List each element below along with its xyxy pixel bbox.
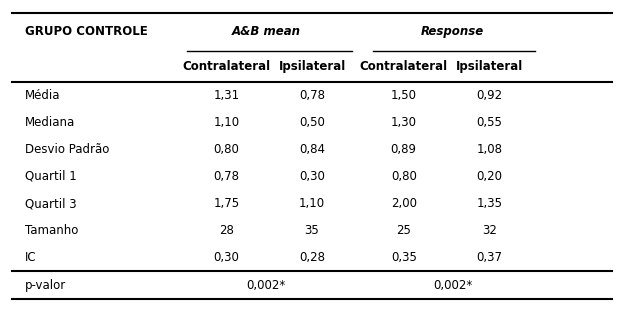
Text: Contralateral: Contralateral xyxy=(182,60,270,73)
Text: 2,00: 2,00 xyxy=(391,197,417,210)
Text: 1,35: 1,35 xyxy=(476,197,502,210)
Text: 0,002*: 0,002* xyxy=(246,279,286,292)
Text: 1,08: 1,08 xyxy=(476,143,502,156)
Text: Mediana: Mediana xyxy=(24,116,75,129)
Text: 0,30: 0,30 xyxy=(299,170,325,183)
Text: 0,84: 0,84 xyxy=(299,143,325,156)
Text: 28: 28 xyxy=(219,224,234,237)
Text: 0,89: 0,89 xyxy=(391,143,417,156)
Text: 25: 25 xyxy=(396,224,411,237)
Text: 0,35: 0,35 xyxy=(391,251,417,264)
Text: 0,78: 0,78 xyxy=(213,170,240,183)
Text: IC: IC xyxy=(24,251,36,264)
Text: Desvio Padrão: Desvio Padrão xyxy=(24,143,109,156)
Text: Quartil 3: Quartil 3 xyxy=(24,197,76,210)
Text: 0,20: 0,20 xyxy=(476,170,502,183)
Text: Contralateral: Contralateral xyxy=(359,60,448,73)
Text: 0,80: 0,80 xyxy=(391,170,417,183)
Text: 0,30: 0,30 xyxy=(213,251,240,264)
Text: 35: 35 xyxy=(305,224,319,237)
Text: 0,002*: 0,002* xyxy=(433,279,472,292)
Text: A&B mean: A&B mean xyxy=(232,25,301,38)
Text: 1,10: 1,10 xyxy=(213,116,240,129)
Text: 32: 32 xyxy=(482,224,497,237)
Text: 0,37: 0,37 xyxy=(476,251,502,264)
Text: 0,80: 0,80 xyxy=(213,143,240,156)
Text: 0,78: 0,78 xyxy=(299,89,325,102)
Text: 0,92: 0,92 xyxy=(476,89,502,102)
Text: GRUPO CONTROLE: GRUPO CONTROLE xyxy=(24,25,147,38)
Text: Quartil 1: Quartil 1 xyxy=(24,170,76,183)
Text: Response: Response xyxy=(421,25,484,38)
Text: 0,50: 0,50 xyxy=(299,116,325,129)
Text: 1,10: 1,10 xyxy=(299,197,325,210)
Text: Ipsilateral: Ipsilateral xyxy=(456,60,523,73)
Text: 0,28: 0,28 xyxy=(299,251,325,264)
Text: 1,31: 1,31 xyxy=(213,89,240,102)
Text: Média: Média xyxy=(24,89,60,102)
Text: p-valor: p-valor xyxy=(24,279,66,292)
Text: 1,50: 1,50 xyxy=(391,89,417,102)
Text: 1,75: 1,75 xyxy=(213,197,240,210)
Text: 0,55: 0,55 xyxy=(476,116,502,129)
Text: Tamanho: Tamanho xyxy=(24,224,78,237)
Text: 1,30: 1,30 xyxy=(391,116,417,129)
Text: Ipsilateral: Ipsilateral xyxy=(278,60,346,73)
